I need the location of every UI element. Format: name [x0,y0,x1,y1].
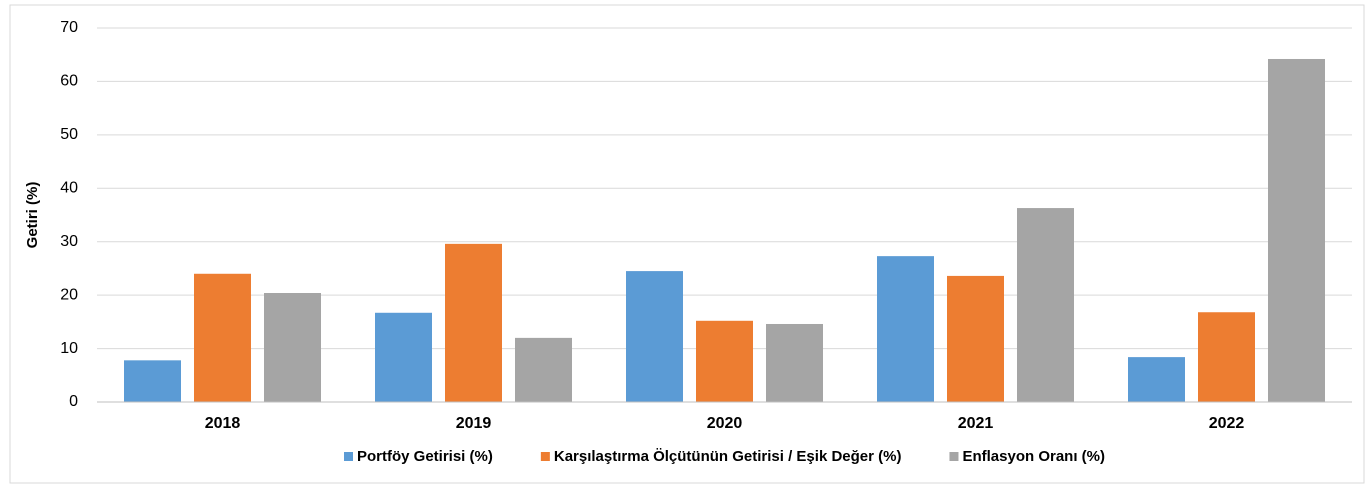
x-tick-label: 2022 [1209,415,1245,432]
legend-label: Enflasyon Oranı (%) [962,448,1105,465]
x-tick-label: 2020 [707,415,743,432]
bar [766,323,823,402]
chart-frame [9,4,1365,484]
bar [1198,312,1255,402]
y-tick-label: 40 [60,180,78,197]
bar [1017,208,1074,402]
bar [445,243,502,402]
legend-label: Karşılaştırma Ölçütünün Getirisi / Eşik … [554,448,902,465]
y-tick-label: 50 [60,126,78,143]
legend-swatch [949,452,959,461]
bar [264,293,321,402]
y-tick-label: 70 [60,19,78,36]
legend-swatch [344,452,353,461]
bar [947,275,1004,402]
y-tick-label: 20 [60,286,78,303]
bar [1128,357,1185,402]
bar [124,360,181,402]
y-tick-label: 60 [60,73,78,90]
y-tick-label: 10 [60,340,78,357]
bar [515,337,572,402]
bar [877,256,934,402]
x-tick-label: 2019 [456,415,492,432]
bar [375,312,432,402]
bar [194,273,251,402]
bar [696,320,753,402]
y-tick-label: 0 [69,393,78,410]
legend-swatch [540,452,550,461]
legend-label: Portföy Getirisi (%) [357,448,493,465]
x-tick-label: 2021 [958,415,994,432]
y-axis-label: Getiri (%) [24,182,41,249]
bar [1268,58,1325,402]
bar [626,271,683,402]
x-tick-label: 2018 [205,415,241,432]
y-tick-label: 30 [60,233,78,250]
